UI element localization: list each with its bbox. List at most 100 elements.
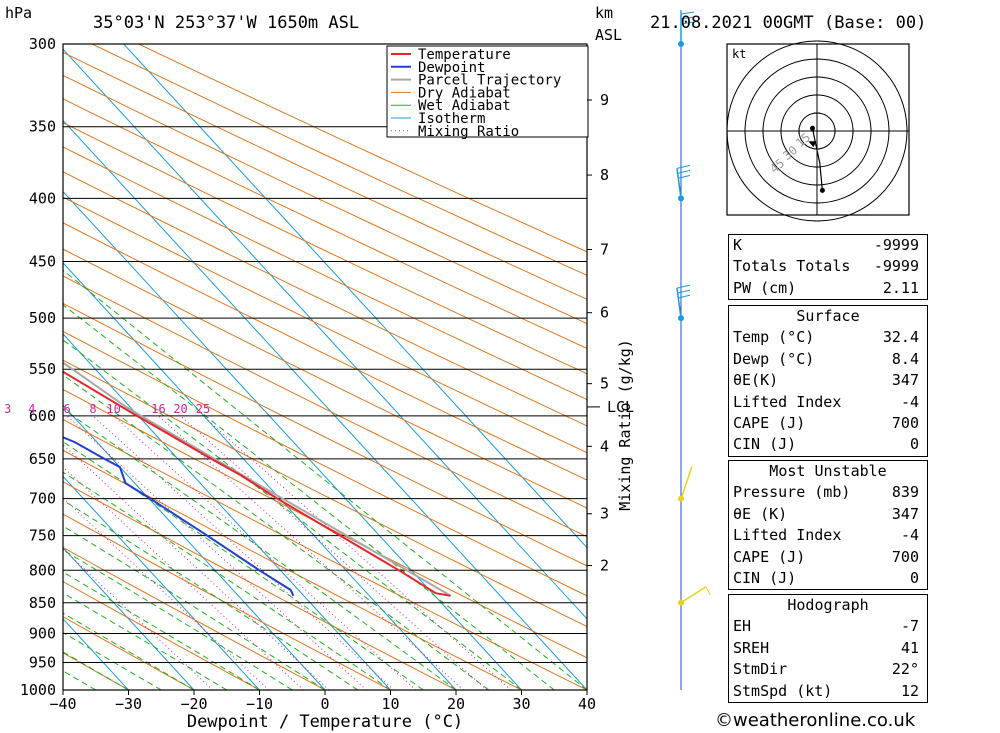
hodograph-trace [811,128,823,191]
row-value: -4 [900,526,919,545]
row-value: -7 [900,617,919,636]
y-tick-label: 850 [29,594,56,612]
x-tick-label: −10 [246,695,273,713]
y-tick-label: 950 [29,653,56,671]
wet-adiabat-line [63,499,359,690]
x-tick-label: 10 [381,695,399,713]
table-row: CIN (J) 0 [729,568,927,589]
isotherm-line [63,119,587,690]
wet-adiabat-line [63,525,326,690]
legend-label: Dewpoint [418,60,485,76]
legend-label: Mixing Ratio [418,124,519,140]
table-row: CIN (J) 0 [729,434,927,455]
row-value: 0 [909,568,919,587]
table-row: StmSpd (kt) 12 [729,681,927,702]
surface-table: Surface Temp (°C) 32.4 Dewp (°C) 8.4 θE(K) 347… [728,305,928,457]
wind-barb-flag [677,294,691,299]
table-row: Pressure (mb) 839 [729,482,927,503]
row-label: StmDir [733,660,788,679]
table-row: StmDir 22° [729,659,927,680]
dry-adiabat-line [63,616,195,690]
table-header: Hodograph [787,596,869,614]
y-tick-label: 750 [29,527,56,545]
km-tick-label: 5 [600,375,609,393]
legend-label: Wet Adiabat [418,98,511,114]
table-row: θE(K) 347 [729,370,927,391]
km-tick-label: 7 [600,240,609,258]
row-label: EH [733,617,752,636]
wind-barb-flag [677,289,691,294]
mixing-ratio-axis-label: Mixing Ratio (g/kg) [616,339,634,511]
dry-adiabat-line [63,513,391,690]
isotherm-line [63,190,522,690]
row-value: 41 [900,638,919,657]
table-row: Dewp (°C) 8.4 [729,349,927,370]
table-row: Lifted Index -4 [729,392,927,413]
table-row: CAPE (J) 700 [729,547,927,568]
row-value: 347 [891,504,919,523]
y-tick-label: 900 [29,624,56,642]
row-label: StmSpd (kt) [733,681,833,700]
wind-barb-flag [680,16,695,20]
row-label: CIN (J) [733,568,797,587]
y-tick-label: 300 [29,35,56,53]
wet-adiabat-line [63,612,195,690]
y-tick-label: 350 [29,118,56,136]
mixing-ratio-label: 6 [63,402,70,416]
mixing-ratio-label: 10 [106,402,120,416]
isotherm-line [63,546,195,690]
hodograph-end [819,187,825,193]
row-label: K [733,236,743,254]
mixing-ratio-line [63,497,270,690]
table-row: θE (K) 347 [729,504,927,525]
legend-label: Dry Adiabat [418,85,511,101]
table-row: EH -7 [729,616,927,637]
y-tick-label: 1000 [20,681,56,699]
mixing-ratio-label: 20 [173,402,187,416]
row-value: 2.11 [882,278,919,297]
km-tick-label: 8 [600,166,609,184]
mixing-ratio-line [202,415,512,690]
x-tick-label: 0 [320,695,329,713]
wind-barb-flag [676,164,691,169]
row-value: 8.4 [891,349,919,368]
hodograph-unit: kt [732,47,746,61]
wet-adiabat-line [63,441,424,690]
isotherm-line [123,44,587,549]
isotherm-line [63,48,587,620]
copyright-footer: ©weatheronline.co.uk [715,710,916,731]
table-row: Temp (°C) 32.4 [729,327,927,348]
hodograph-start [810,125,815,131]
table-header: Surface [796,307,860,325]
wind-barb [680,466,693,499]
asl-label: ASL [595,26,622,44]
x-tick-label: −30 [115,695,142,713]
row-value: 22° [891,660,919,679]
dry-adiabat-line [63,171,587,427]
mixing-ratio-line [158,415,464,690]
row-label: θE(K) [733,371,779,390]
y-tick-label: 600 [29,407,56,425]
legend-label: Temperature [418,47,511,63]
storm-motion-marker [808,141,817,148]
table-row: K -9999 [729,235,927,256]
wind-barb-flag [705,586,711,596]
row-label: Lifted Index [733,392,842,411]
wind-barb-flag [677,169,691,174]
row-value: 32.4 [882,328,919,347]
dry-adiabat-line [63,122,587,375]
km-unit: km [595,4,613,22]
dry-adiabat-line [63,98,587,350]
wet-adiabat-line [63,592,228,690]
dry-adiabat-line [63,481,457,690]
row-value: -9999 [873,236,919,254]
row-label: Pressure (mb) [733,483,851,502]
km-tick-label: 9 [600,91,609,109]
row-value: -9999 [873,257,919,276]
row-label: Totals Totals [733,257,851,276]
most-unstable-table: Most Unstable Pressure (mb) 839 θE (K) 347 Li… [728,460,928,591]
lcl-label: LCL [607,398,634,416]
y-tick-label: 450 [29,253,56,271]
dry-adiabat-line [63,146,587,401]
